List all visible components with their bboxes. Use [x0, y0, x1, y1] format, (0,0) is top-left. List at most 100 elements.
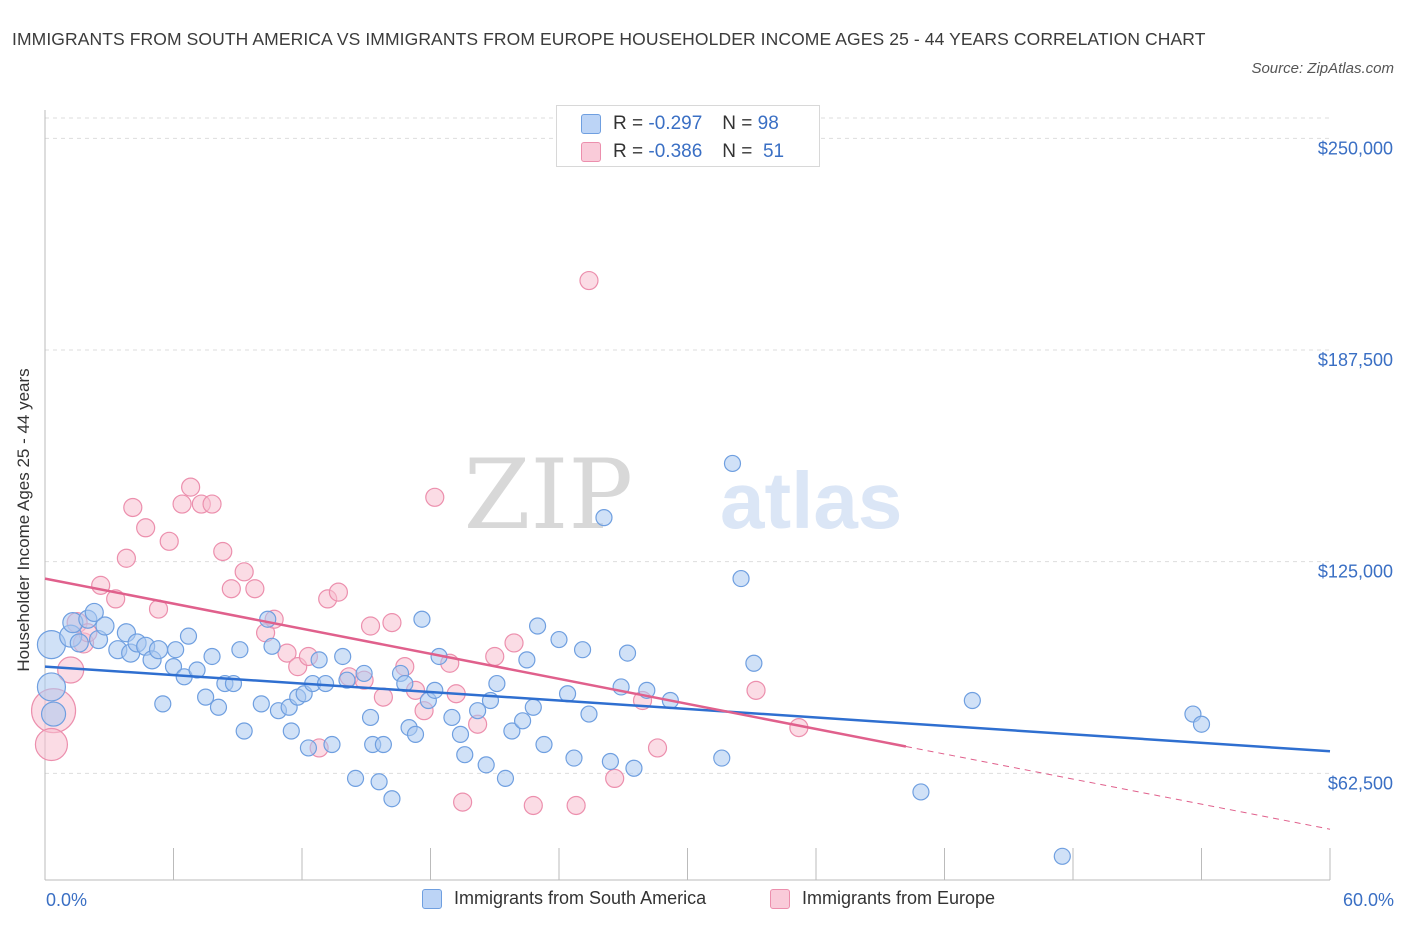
- point-europe: [523, 795, 543, 816]
- point-south-america: [282, 722, 300, 740]
- data-points: [30, 270, 1211, 865]
- point-south-america: [203, 647, 221, 666]
- point-europe: [566, 795, 586, 816]
- point-south-america: [558, 685, 577, 703]
- point-europe: [123, 497, 143, 518]
- point-europe: [746, 680, 766, 700]
- point-south-america: [456, 746, 474, 764]
- point-south-america: [323, 735, 341, 754]
- point-south-america: [40, 701, 67, 727]
- legend-label-south-america: Immigrants from South America: [454, 888, 707, 908]
- point-south-america: [550, 630, 568, 649]
- bottom-legend: Immigrants from South America Immigrants…: [0, 888, 1406, 916]
- point-south-america: [235, 722, 253, 740]
- point-south-america: [618, 644, 637, 662]
- point-south-america: [443, 708, 461, 727]
- stats-r-label: R =: [613, 113, 644, 134]
- point-south-america: [263, 637, 281, 655]
- point-europe: [425, 487, 445, 507]
- point-south-america: [535, 735, 553, 754]
- point-south-america: [361, 708, 380, 727]
- stats-swatch-pink: [581, 142, 601, 162]
- point-europe: [382, 613, 402, 633]
- point-south-america: [912, 783, 930, 801]
- point-europe: [221, 579, 241, 599]
- point-europe: [579, 270, 599, 291]
- stats-n-value: 51: [762, 141, 785, 162]
- point-south-america: [252, 695, 270, 713]
- y-tick-label: $125,000: [1318, 562, 1393, 582]
- x-tick-label-max: 60.0%: [1342, 890, 1394, 910]
- stats-row-europe: R = -0.386 N = 51: [581, 141, 784, 163]
- legend-label-europe: Immigrants from Europe: [802, 888, 996, 908]
- point-south-america: [524, 698, 542, 716]
- point-south-america: [299, 739, 318, 757]
- stats-row-south-america: R = -0.297 N = 98: [581, 113, 779, 135]
- point-south-america: [148, 640, 169, 660]
- stats-n-value: 98: [757, 113, 779, 134]
- point-south-america: [231, 641, 249, 659]
- point-south-america: [154, 695, 172, 713]
- point-south-america: [518, 651, 536, 669]
- y-tick-label: $62,500: [1328, 773, 1393, 793]
- trend-lines: [44, 577, 1331, 830]
- point-south-america: [488, 674, 506, 693]
- point-south-america: [713, 749, 731, 767]
- point-europe: [136, 518, 156, 538]
- point-europe: [245, 579, 265, 599]
- point-south-america: [209, 698, 228, 716]
- point-south-america: [477, 756, 495, 774]
- point-europe: [172, 494, 192, 514]
- point-south-america: [723, 454, 742, 473]
- point-south-america: [732, 569, 750, 588]
- point-europe: [360, 616, 381, 636]
- point-south-america: [963, 691, 981, 710]
- point-south-america: [338, 671, 356, 689]
- legend-swatch-pink: [770, 888, 790, 909]
- point-south-america: [595, 509, 613, 527]
- point-south-america: [188, 661, 206, 679]
- point-south-america: [469, 702, 487, 720]
- point-south-america: [197, 688, 215, 706]
- point-south-america: [374, 735, 392, 754]
- point-europe: [605, 768, 625, 789]
- point-south-america: [383, 790, 401, 808]
- x-tick-label-min: 0.0%: [46, 890, 88, 910]
- point-europe: [181, 477, 201, 497]
- watermark-zip: ZIP: [464, 439, 633, 551]
- point-south-america: [355, 664, 373, 683]
- point-europe: [485, 646, 505, 667]
- point-south-america: [528, 617, 547, 635]
- axes: [44, 110, 1331, 881]
- point-south-america: [573, 641, 592, 659]
- legend-item-south-america: Immigrants from South America: [422, 888, 706, 909]
- point-europe: [202, 494, 222, 514]
- source-label: Source: ZipAtlas.com: [1251, 60, 1394, 77]
- point-europe: [116, 548, 136, 568]
- point-south-america: [406, 725, 425, 743]
- point-south-america: [36, 672, 67, 702]
- point-europe: [159, 531, 179, 551]
- point-europe: [328, 582, 349, 602]
- legend-item-europe: Immigrants from Europe: [770, 888, 995, 909]
- point-south-america: [565, 749, 583, 767]
- stats-r-label: R =: [613, 141, 644, 162]
- point-south-america: [513, 712, 532, 730]
- trend-line-south-america: [44, 665, 1331, 753]
- y-tick-label: $250,000: [1318, 138, 1393, 158]
- point-south-america: [69, 633, 89, 653]
- point-europe: [34, 727, 69, 762]
- point-south-america: [625, 759, 643, 777]
- point-south-america: [346, 769, 365, 788]
- trend-line-europe: [44, 577, 907, 748]
- point-europe: [234, 562, 254, 582]
- stats-n-label: N =: [722, 113, 753, 134]
- stats-r-value: -0.386: [648, 141, 703, 162]
- y-tick-labels: $62,500 $125,000 $187,500 $250,000: [1318, 138, 1393, 793]
- point-south-america: [1053, 847, 1071, 865]
- watermark: ZIP atlas: [464, 439, 903, 551]
- stats-r-value: -0.297: [648, 113, 703, 134]
- gridlines: [45, 117, 1330, 774]
